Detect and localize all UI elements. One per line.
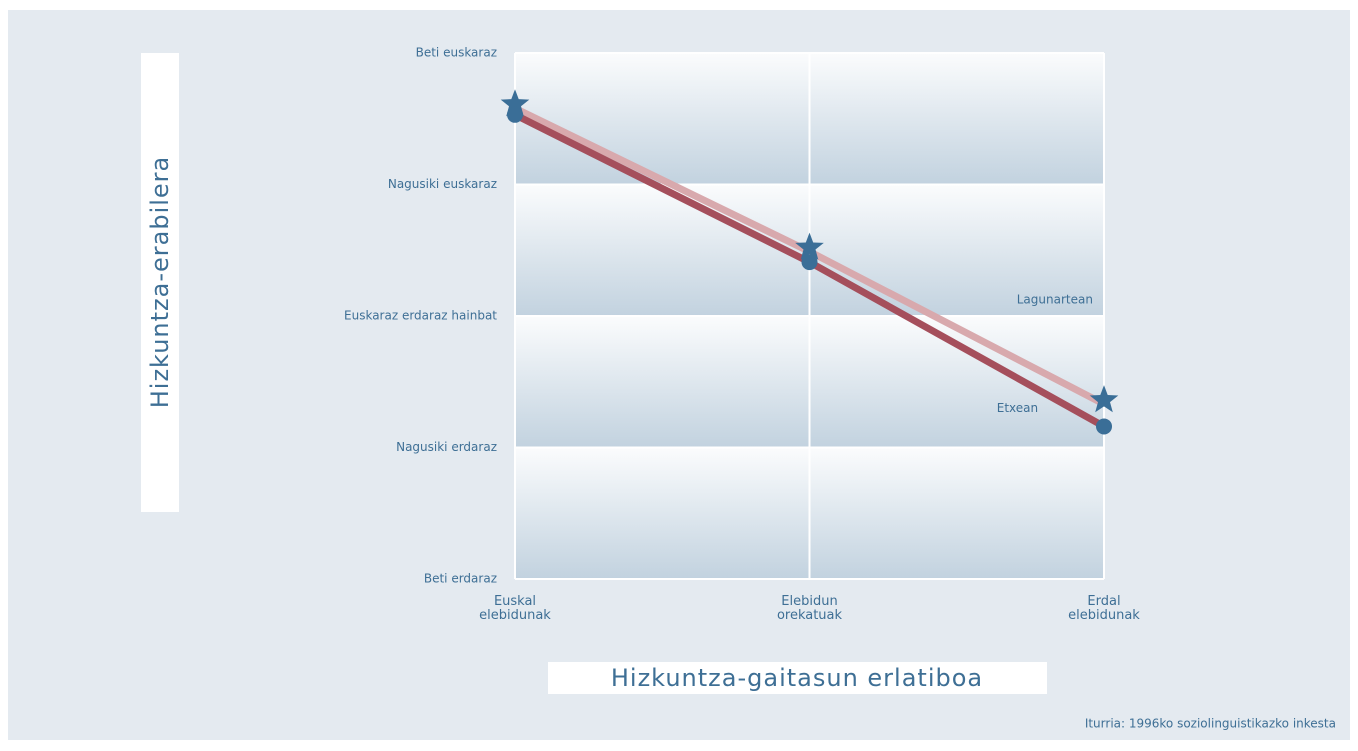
y-title-box bbox=[141, 53, 179, 512]
series-label: Lagunartean bbox=[1017, 292, 1093, 306]
y-tick-label: Nagusiki euskaraz bbox=[388, 177, 497, 191]
y-tick-label: Euskaraz erdaraz hainbat bbox=[344, 309, 497, 323]
star-marker bbox=[795, 232, 824, 260]
y-tick-label: Beti euskaraz bbox=[416, 46, 497, 60]
circle-marker bbox=[1096, 418, 1112, 435]
x-title-box bbox=[548, 662, 1047, 694]
circle-marker bbox=[801, 254, 818, 271]
star-marker bbox=[500, 89, 530, 117]
y-axis-title: Hizkuntza-erabilera bbox=[146, 156, 174, 409]
x-tick-label: Erdal elebidunak bbox=[1068, 594, 1140, 623]
y-tick-label: Beti erdaraz bbox=[424, 572, 497, 586]
series-label: Etxean bbox=[997, 401, 1038, 415]
circle-marker bbox=[507, 106, 523, 123]
x-tick-label: Euskal elebidunak bbox=[479, 594, 551, 623]
star-marker bbox=[1089, 385, 1119, 413]
y-tick-label: Nagusiki erdaraz bbox=[396, 440, 497, 454]
source: Iturria: 1996ko soziolinguistikazko inke… bbox=[1085, 717, 1336, 731]
x-tick-label: Elebidun orekatuak bbox=[777, 594, 843, 623]
x-axis-title: Hizkuntza-gaitasun erlatiboa bbox=[611, 664, 983, 692]
